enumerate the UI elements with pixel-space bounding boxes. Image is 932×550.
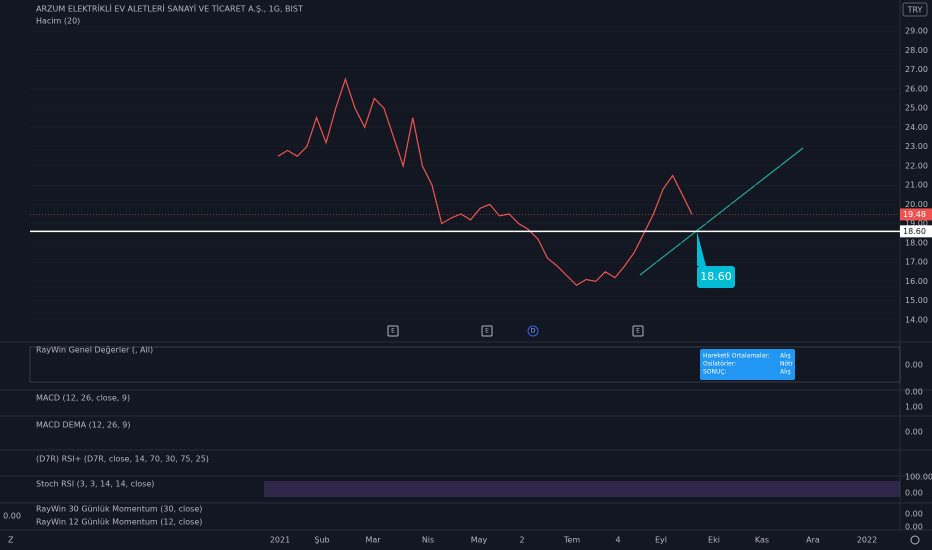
tooltip-value: Alış: [780, 353, 791, 360]
callout-pointer: [697, 231, 706, 266]
x-tick-label: Eyl: [655, 536, 667, 545]
event-marker: [481, 325, 493, 337]
x-tick-label: Ara: [806, 536, 820, 545]
pane-label: RayWin 30 Günlük Momentum (30, close): [36, 505, 202, 514]
x-tick-label: 2022: [857, 536, 877, 545]
pane-axis-label: 1.00: [905, 403, 923, 412]
y-tick-label: 26.00: [905, 84, 928, 93]
y-tick-label: 25.00: [905, 104, 928, 113]
tooltip-value: Alış: [780, 369, 791, 376]
pane-label: (D7R) RSI+ (D7R, close, 14, 70, 30, 75, …: [36, 455, 209, 464]
y-tick-label: 16.00: [905, 277, 928, 286]
currency: TRY: [907, 6, 923, 15]
tooltip-value: Nötr: [780, 361, 794, 368]
x-tick-label: 2021: [270, 536, 290, 545]
y-tick-label: 19.00: [905, 219, 928, 228]
raywin-frame: [29, 346, 901, 383]
chart-title: ARZUM ELEKTRİKLİ EV ALETLERİ SANAYİ VE T…: [36, 4, 303, 14]
event-label: E: [391, 328, 395, 335]
pane-label: RayWin Genel Değerler (, All): [36, 346, 153, 355]
y-tick-label: 18.00: [905, 238, 928, 247]
x-tick-label: 4: [615, 536, 620, 545]
timezone: Z: [8, 536, 14, 545]
y-tick-label: 15.00: [905, 296, 928, 305]
y-tick-label: 24.00: [905, 123, 928, 132]
pane-axis-label: 0.00: [905, 361, 923, 370]
y-tick-label: 29.00: [905, 27, 928, 36]
x-tick-label: Mar: [365, 536, 381, 545]
pane-axis-label: 0.00: [905, 489, 923, 498]
event-marker: [387, 325, 399, 337]
x-tick-label: Şub: [314, 536, 329, 545]
tooltip-key: Osilatörler:: [703, 361, 736, 368]
y-tick-label: 14.00: [905, 315, 928, 324]
x-tick-label: Kas: [755, 536, 769, 545]
pane-label: MACD DEMA (12, 26, 9): [36, 421, 131, 430]
level-badge: [900, 225, 932, 238]
pane-label: MACD (12, 26, close, 9): [36, 394, 130, 403]
pane-axis-label: 0.00: [905, 388, 923, 397]
price-line: [277, 77, 693, 287]
level-label: 18.60: [903, 227, 926, 236]
pane-label: Stoch RSI (3, 3, 14, 14, close): [36, 480, 154, 489]
last-price-badge: [900, 208, 932, 221]
event-label: E: [636, 328, 640, 335]
y-tick-label: 20.00: [905, 200, 928, 209]
trend-line: [639, 147, 804, 276]
currency-badge[interactable]: [902, 2, 928, 17]
x-tick-label: 2: [519, 536, 524, 545]
last-price-label: 19.48: [903, 210, 926, 219]
pane-axis-label: 0.00: [905, 523, 923, 532]
callout-label: 18.60: [700, 270, 732, 283]
y-tick-label: 21.00: [905, 181, 928, 190]
x-tick-label: Eki: [708, 536, 720, 545]
stoch-band: [264, 481, 900, 497]
pane-axis-label: 0.00: [905, 510, 923, 519]
volume-label: Hacim (20): [36, 17, 80, 26]
y-tick-label: 22.00: [905, 161, 928, 170]
event-label: D: [531, 328, 536, 335]
event-marker: [527, 325, 539, 337]
pane-label: RayWin 12 Günlük Momentum (12, close): [36, 518, 202, 527]
y-tick-label: 23.00: [905, 142, 928, 151]
momentum-left-label: 0.00: [3, 512, 21, 521]
callout: [697, 266, 735, 288]
tooltip-key: SONUÇ:: [703, 369, 727, 376]
tooltip: [700, 349, 795, 380]
y-tick-label: 27.00: [905, 65, 928, 74]
event-marker: [632, 325, 644, 337]
tooltip-key: Hareketli Ortalamalar:: [703, 353, 770, 360]
event-label: E: [485, 328, 489, 335]
x-tick-label: Nis: [422, 536, 434, 545]
y-tick-label: 17.00: [905, 258, 928, 267]
pane-axis-label: 0.00: [905, 428, 923, 437]
y-tick-label: 28.00: [905, 46, 928, 55]
pane-axis-label: 100.00: [905, 473, 932, 482]
x-tick-label: Tem: [563, 536, 580, 545]
x-tick-label: May: [471, 536, 488, 545]
settings-icon[interactable]: [910, 535, 920, 545]
